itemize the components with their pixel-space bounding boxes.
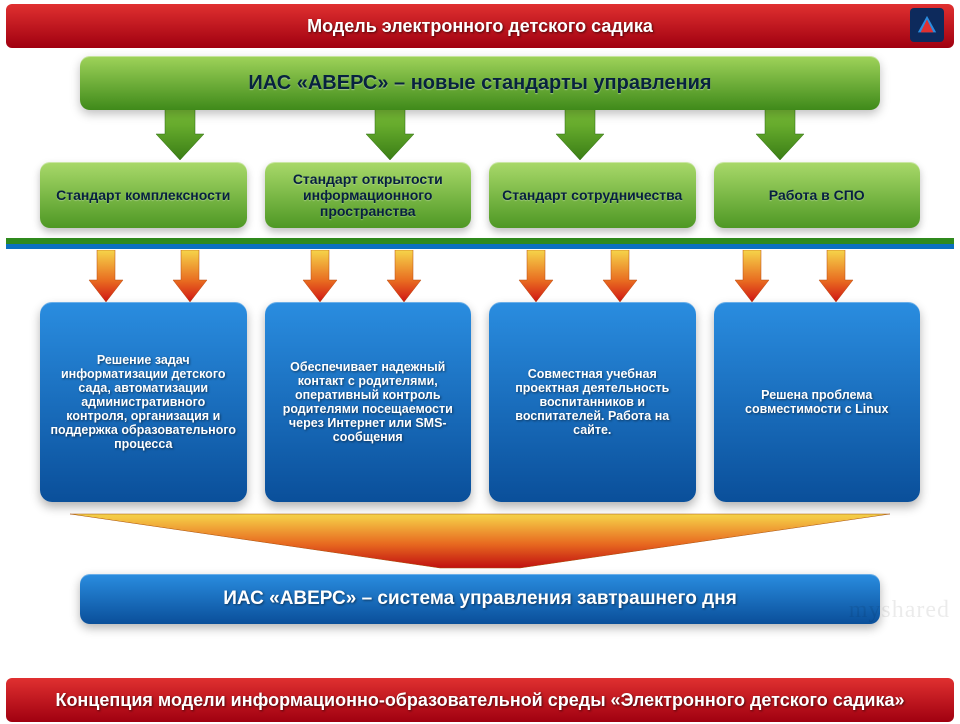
green-box-4-text: Работа в СПО [769,187,865,203]
blue-box-2-text: Обеспечивает надежный контакт с родителя… [275,360,462,444]
blue-box-3: Совместная учебная проектная деятельност… [489,302,696,502]
green-box-row: Стандарт комплексности Стандарт открытос… [0,162,960,228]
blue-box-1: Решение задач информатизации детского са… [40,302,247,502]
green-box-4: Работа в СПО [714,162,921,228]
bottom-banner: ИАС «АВЕРС» – система управления завтраш… [80,574,880,624]
red-arrow-row [0,250,960,306]
green-box-2: Стандарт открытости информационного прос… [265,162,472,228]
slide-title: Модель электронного детского садика [307,16,653,37]
blue-box-4: Решена проблема совместимости с Linux [714,302,921,502]
watermark: myshared [849,597,950,624]
green-box-3-text: Стандарт сотрудничества [502,187,682,203]
blue-box-4-text: Решена проблема совместимости с Linux [724,388,911,416]
red-arrows-svg [0,250,960,306]
green-arrows-svg [0,106,960,162]
blue-box-1-text: Решение задач информатизации детского са… [50,353,237,451]
avers-logo [910,8,944,42]
blue-box-3-text: Совместная учебная проектная деятельност… [499,367,686,437]
green-box-2-text: Стандарт открытости информационного прос… [273,171,464,219]
green-box-1-text: Стандарт комплексности [56,187,230,203]
blue-box-row: Решение задач информатизации детского са… [0,302,960,502]
blue-box-2: Обеспечивает надежный контакт с родителя… [265,302,472,502]
converge-arrow-svg [0,510,960,574]
slide-header: Модель электронного детского садика [6,4,954,48]
green-box-1: Стандарт комплексности [40,162,247,228]
green-box-3: Стандарт сотрудничества [489,162,696,228]
top-banner-text: ИАС «АВЕРС» – новые стандарты управления [248,72,711,95]
divider-blue [6,244,954,249]
slide-footer: Концепция модели информационно-образоват… [6,678,954,722]
top-banner: ИАС «АВЕРС» – новые стандарты управления [80,56,880,110]
converge-arrow [0,510,960,570]
diagram-content: ИАС «АВЕРС» – новые стандарты управления… [0,56,960,674]
bottom-banner-text: ИАС «АВЕРС» – система управления завтраш… [223,588,737,610]
footer-title: Концепция модели информационно-образоват… [55,690,904,711]
green-arrow-row [0,106,960,162]
